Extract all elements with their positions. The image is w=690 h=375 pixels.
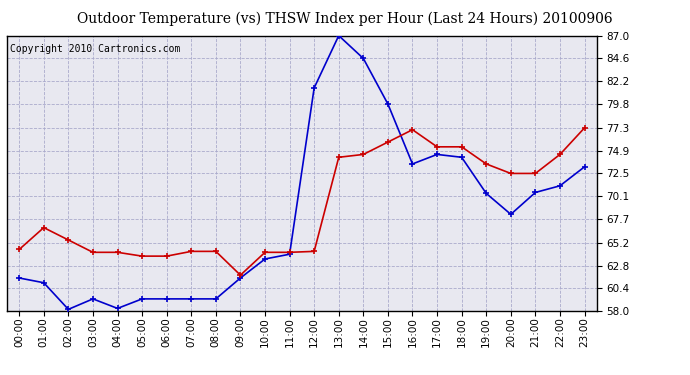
Text: Outdoor Temperature (vs) THSW Index per Hour (Last 24 Hours) 20100906: Outdoor Temperature (vs) THSW Index per … [77,11,613,26]
Text: Copyright 2010 Cartronics.com: Copyright 2010 Cartronics.com [10,44,180,54]
